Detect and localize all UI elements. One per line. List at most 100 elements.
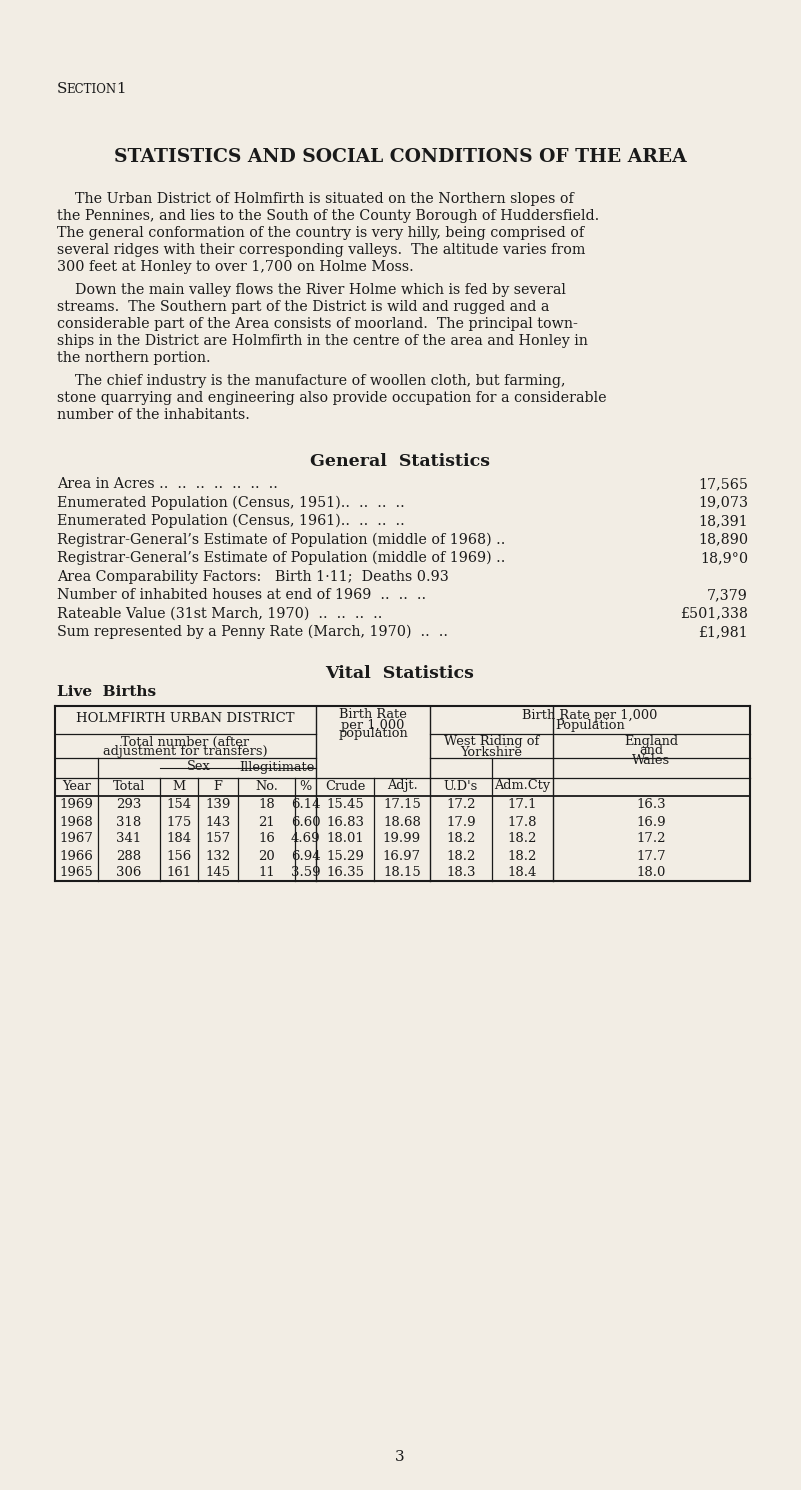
Text: Area in Acres ..  ..  ..  ..  ..  ..  ..: Area in Acres .. .. .. .. .. .. .. — [57, 477, 278, 492]
Text: HOLMFIRTH URBAN DISTRICT: HOLMFIRTH URBAN DISTRICT — [76, 712, 295, 726]
Text: 17.15: 17.15 — [383, 799, 421, 812]
Text: 17.7: 17.7 — [637, 849, 666, 863]
Text: Year: Year — [62, 779, 91, 793]
Text: 18.2: 18.2 — [446, 849, 476, 863]
Text: 18: 18 — [258, 799, 275, 812]
Text: 18.2: 18.2 — [446, 833, 476, 845]
Text: Population: Population — [555, 720, 625, 733]
Text: Registrar-General’s Estimate of Population (middle of 1968) ..: Registrar-General’s Estimate of Populati… — [57, 532, 505, 547]
Text: 175: 175 — [167, 815, 191, 828]
Text: 6.14: 6.14 — [291, 799, 320, 812]
Text: Total number (after: Total number (after — [122, 736, 250, 748]
Text: 156: 156 — [167, 849, 191, 863]
Text: £501,338: £501,338 — [680, 606, 748, 620]
Text: Total: Total — [113, 779, 145, 793]
Text: the Pennines, and lies to the South of the County Borough of Huddersfield.: the Pennines, and lies to the South of t… — [57, 209, 599, 224]
Text: Enumerated Population (Census, 1951)..  ..  ..  ..: Enumerated Population (Census, 1951).. .… — [57, 496, 405, 510]
Text: adjustment for transfers): adjustment for transfers) — [103, 745, 268, 758]
Text: The chief industry is the manufacture of woollen cloth, but farming,: The chief industry is the manufacture of… — [57, 374, 566, 387]
Text: 17.9: 17.9 — [446, 815, 476, 828]
Text: ECTION: ECTION — [66, 83, 116, 95]
Text: 184: 184 — [167, 833, 191, 845]
Text: 161: 161 — [167, 867, 191, 879]
Text: Wales: Wales — [633, 754, 670, 766]
Text: 3: 3 — [395, 1450, 405, 1465]
Text: West Riding of: West Riding of — [444, 736, 539, 748]
Text: considerable part of the Area consists of moorland.  The principal town-: considerable part of the Area consists o… — [57, 317, 578, 331]
Text: 17.2: 17.2 — [446, 799, 476, 812]
Text: Registrar-General’s Estimate of Population (middle of 1969) ..: Registrar-General’s Estimate of Populati… — [57, 551, 505, 565]
Text: £1,981: £1,981 — [698, 624, 748, 639]
Text: Number of inhabited houses at end of 1969  ..  ..  ..: Number of inhabited houses at end of 196… — [57, 589, 426, 602]
Text: Rateable Value (31st March, 1970)  ..  ..  ..  ..: Rateable Value (31st March, 1970) .. .. … — [57, 606, 382, 620]
Text: 18.2: 18.2 — [508, 833, 537, 845]
Text: 318: 318 — [116, 815, 142, 828]
Text: 132: 132 — [205, 849, 231, 863]
Text: Enumerated Population (Census, 1961)..  ..  ..  ..: Enumerated Population (Census, 1961).. .… — [57, 514, 405, 529]
Text: streams.  The Southern part of the District is wild and rugged and a: streams. The Southern part of the Distri… — [57, 299, 549, 314]
Text: 157: 157 — [205, 833, 231, 845]
Text: 1967: 1967 — [59, 833, 94, 845]
Text: 1: 1 — [112, 82, 127, 95]
Text: Vital  Statistics: Vital Statistics — [325, 666, 474, 682]
Text: 341: 341 — [116, 833, 142, 845]
Text: 17.8: 17.8 — [508, 815, 537, 828]
Text: No.: No. — [255, 779, 278, 793]
Text: Down the main valley flows the River Holme which is fed by several: Down the main valley flows the River Hol… — [57, 283, 566, 297]
Text: General  Statistics: General Statistics — [310, 453, 490, 469]
Text: 18.0: 18.0 — [637, 867, 666, 879]
Text: Birth Rate: Birth Rate — [339, 709, 407, 721]
Text: ships in the District are Holmfirth in the centre of the area and Honley in: ships in the District are Holmfirth in t… — [57, 334, 588, 349]
Text: Adm.Cty: Adm.Cty — [494, 779, 550, 793]
Text: Illegitimate: Illegitimate — [239, 760, 315, 773]
Text: 18,890: 18,890 — [698, 532, 748, 547]
Text: 16: 16 — [258, 833, 275, 845]
Text: 11: 11 — [258, 867, 275, 879]
Text: several ridges with their corresponding valleys.  The altitude varies from: several ridges with their corresponding … — [57, 243, 586, 256]
Text: %: % — [300, 779, 312, 793]
Text: Adjt.: Adjt. — [387, 779, 417, 793]
Text: 21: 21 — [258, 815, 275, 828]
Text: 7,379: 7,379 — [707, 589, 748, 602]
Text: 1965: 1965 — [59, 867, 94, 879]
Text: 20: 20 — [258, 849, 275, 863]
Text: 17,565: 17,565 — [698, 477, 748, 492]
Text: 139: 139 — [205, 799, 231, 812]
Text: 1966: 1966 — [59, 849, 94, 863]
Text: 300 feet at Honley to over 1,700 on Holme Moss.: 300 feet at Honley to over 1,700 on Holm… — [57, 259, 414, 274]
Text: 154: 154 — [167, 799, 191, 812]
Text: U.D's: U.D's — [444, 779, 478, 793]
Text: 6.60: 6.60 — [291, 815, 320, 828]
Text: population: population — [338, 727, 408, 741]
Text: 3.59: 3.59 — [291, 867, 320, 879]
Text: Sex: Sex — [187, 760, 211, 773]
Text: 6.94: 6.94 — [291, 849, 320, 863]
Text: F: F — [214, 779, 223, 793]
Text: 1969: 1969 — [59, 799, 94, 812]
Text: S: S — [57, 82, 67, 95]
Text: Yorkshire: Yorkshire — [461, 745, 522, 758]
Text: number of the inhabitants.: number of the inhabitants. — [57, 408, 250, 422]
Text: 145: 145 — [205, 867, 231, 879]
Text: 18.3: 18.3 — [446, 867, 476, 879]
Text: 16.97: 16.97 — [383, 849, 421, 863]
Text: M: M — [172, 779, 186, 793]
Text: 1968: 1968 — [59, 815, 94, 828]
Text: 18.01: 18.01 — [326, 833, 364, 845]
Text: England: England — [625, 736, 678, 748]
Text: Area Comparability Factors:   Birth 1·11;  Deaths 0.93: Area Comparability Factors: Birth 1·11; … — [57, 569, 449, 584]
Text: 16.9: 16.9 — [637, 815, 666, 828]
Text: 18.2: 18.2 — [508, 849, 537, 863]
Text: 19,073: 19,073 — [698, 496, 748, 510]
Text: per 1,000: per 1,000 — [341, 718, 405, 732]
Text: 18,9°0: 18,9°0 — [700, 551, 748, 565]
Text: 18.15: 18.15 — [383, 867, 421, 879]
Text: and: and — [639, 745, 663, 757]
Text: 15.29: 15.29 — [326, 849, 364, 863]
Text: 16.83: 16.83 — [326, 815, 364, 828]
Text: 306: 306 — [116, 867, 142, 879]
Text: 288: 288 — [116, 849, 142, 863]
Text: 17.1: 17.1 — [508, 799, 537, 812]
Text: The general conformation of the country is very hilly, being comprised of: The general conformation of the country … — [57, 226, 584, 240]
Text: STATISTICS AND SOCIAL CONDITIONS OF THE AREA: STATISTICS AND SOCIAL CONDITIONS OF THE … — [114, 148, 686, 165]
